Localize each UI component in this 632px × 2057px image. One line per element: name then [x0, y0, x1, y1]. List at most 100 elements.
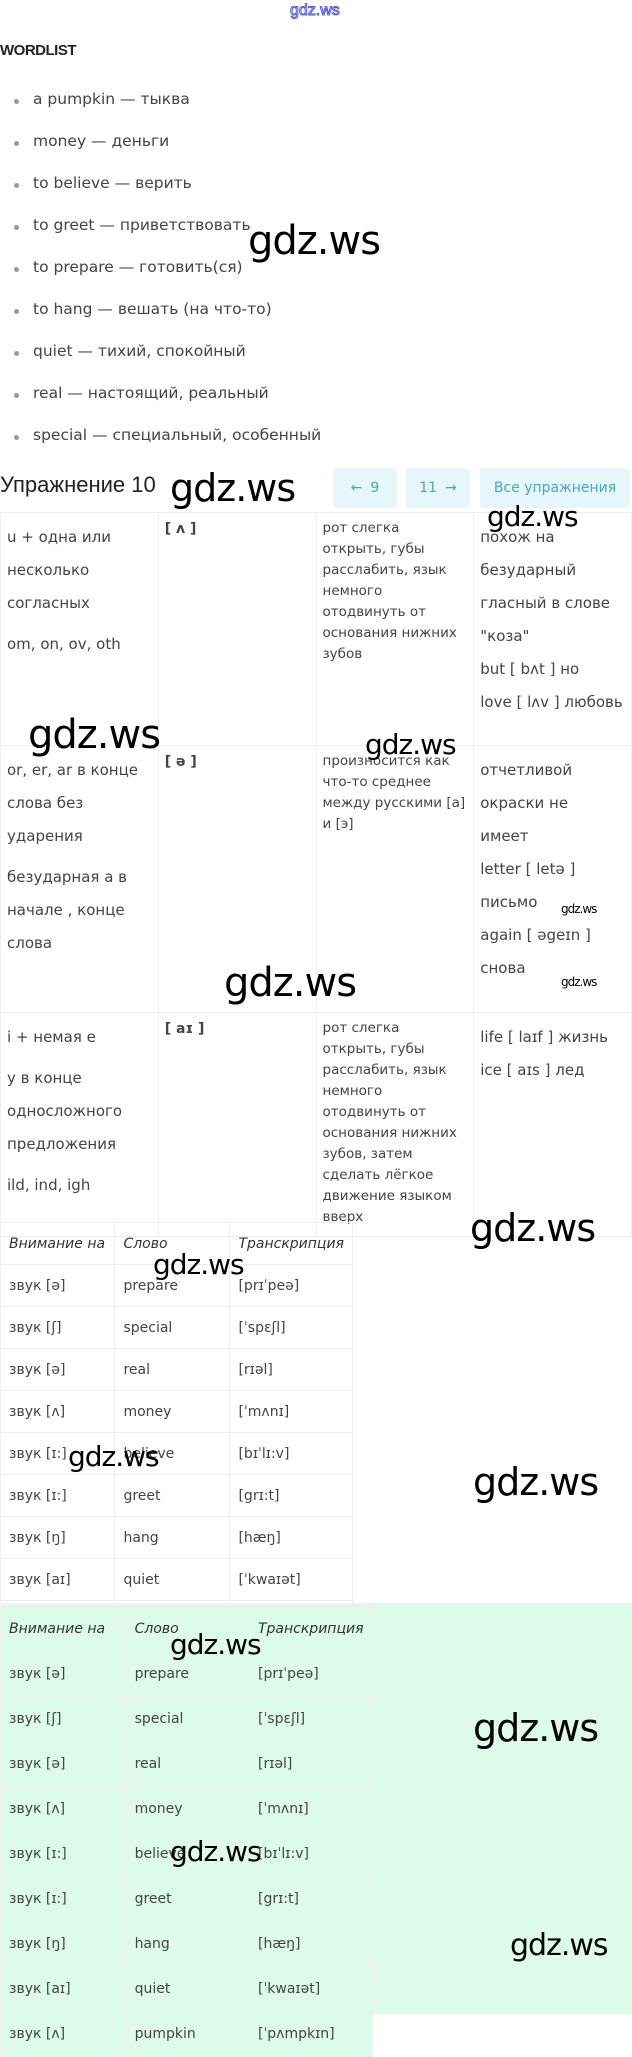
- table-cell: [ˈmʌnɪ]: [248, 1786, 374, 1832]
- sound-cell: [ aɪ ]: [157, 1012, 317, 1237]
- watermark: gdz.ws: [170, 466, 296, 510]
- wordlist-item: to believe — верить: [14, 174, 321, 216]
- watermark: gdz.ws: [170, 1628, 262, 1661]
- table-cell: special: [114, 1306, 231, 1349]
- wordlist-item: to greet — приветствовать: [14, 216, 321, 258]
- example-line: ice [ aɪs ] лед: [480, 1061, 585, 1079]
- table-cell: звук [ə]: [0, 1348, 116, 1391]
- arrow-right-icon: →: [445, 480, 457, 496]
- column-header: Транскрипция: [248, 1606, 374, 1652]
- table-cell: hang: [125, 1921, 250, 1967]
- example-line: окраски не: [480, 794, 569, 812]
- bullet-icon: [14, 267, 19, 272]
- table-cell: звук [ɪ:]: [0, 1876, 127, 1922]
- table-cell: prepare: [114, 1264, 231, 1307]
- table-row: звук [ə] real [rɪəl]: [0, 1348, 353, 1391]
- bullet-icon: [14, 351, 19, 356]
- table-cell: pumpkin: [125, 2011, 250, 2057]
- spelling-line: слова без: [7, 794, 84, 812]
- table-cell: звук [ɪ:]: [0, 1831, 127, 1877]
- table-cell: [ˈkwaɪət]: [248, 1966, 374, 2012]
- table-cell: prepare: [125, 1651, 250, 1697]
- table-cell: [ˈspɛʃl]: [248, 1696, 374, 1742]
- table-row: звук [ʃ] special [ˈspɛʃl]: [0, 1696, 374, 1742]
- example-line: again [ əgeɪn ]: [480, 926, 591, 944]
- table-row: звук [ʃ] special [ˈspɛʃl]: [0, 1306, 353, 1349]
- table-cell: greet: [114, 1474, 231, 1517]
- wordlist-item-text: to hang — вешать (на что-то): [33, 300, 272, 318]
- examples-cell: отчетливой окраски не имеет letter [ letə ]…: [473, 745, 632, 1013]
- site-watermark: gdz.ws: [290, 2, 341, 20]
- spelling-line: слова: [7, 934, 53, 952]
- table-row: звук [ɪ:] greet [grɪ:t]: [0, 1474, 353, 1517]
- table-cell: звук [ɪ:]: [0, 1432, 116, 1475]
- wordlist-item: to hang — вешать (на что-то): [14, 300, 321, 342]
- words-table: Внимание на Слово Транскрипция звук [ə] prep…: [0, 1222, 353, 1643]
- table-cell: [bɪˈlɪ:v]: [229, 1432, 353, 1475]
- table-header-row: Внимание на Слово Транскрипция: [0, 1606, 374, 1652]
- watermark: gdz.ws: [153, 1248, 245, 1281]
- example-line: безударный: [480, 561, 577, 579]
- table-cell: real: [125, 1741, 250, 1787]
- table-cell: звук [ʌ]: [0, 2011, 127, 2057]
- table-cell: special: [125, 1696, 250, 1742]
- table-cell: real: [114, 1348, 231, 1391]
- spelling-line: предложения: [7, 1135, 117, 1153]
- table-row: звук [ŋ] hang [hæŋ]: [0, 1516, 353, 1559]
- bullet-icon: [14, 225, 19, 230]
- table-cell: [grɪ:t]: [248, 1876, 374, 1922]
- table-cell: [bɪˈlɪ:v]: [248, 1831, 374, 1877]
- table-row: звук [ŋ] hang [hæŋ]: [0, 1921, 374, 1967]
- watermark: gdz.ws: [561, 975, 597, 989]
- watermark: gdz.ws: [473, 1460, 599, 1504]
- spelling-line: om, on, ov, oth: [7, 635, 121, 653]
- example-line: имеет: [480, 827, 529, 845]
- table-cell: [ˈkwaɪət]: [229, 1558, 353, 1601]
- example-line: похож на: [480, 528, 555, 546]
- table-cell: звук [ŋ]: [0, 1516, 116, 1559]
- bullet-icon: [14, 393, 19, 398]
- wordlist-item: quiet — тихий, спокойный: [14, 342, 321, 384]
- table-row: звук [ʌ] money [ˈmʌnɪ]: [0, 1390, 353, 1433]
- spelling-line: or, er, ar в конце: [7, 761, 139, 779]
- table-cell: quiet: [114, 1558, 231, 1601]
- table-cell: [prɪˈpeə]: [248, 1651, 374, 1697]
- table-cell: звук [ə]: [0, 1741, 127, 1787]
- table-cell: hang: [114, 1516, 231, 1559]
- bullet-icon: [14, 435, 19, 440]
- examples-cell: life [ laɪf ] жизнь ice [ aɪs ] лед: [473, 1012, 632, 1237]
- wordlist-item-text: to prepare — готовить(ся): [33, 258, 243, 276]
- watermark: gdz.ws: [473, 1706, 599, 1750]
- table-cell: звук [ʃ]: [0, 1306, 116, 1349]
- next-label: 11: [419, 480, 438, 496]
- wordlist-item: to prepare — готовить(ся): [14, 258, 321, 300]
- spelling-cell: or, er, ar в конце слова без ударения безуд…: [0, 745, 159, 1013]
- next-exercise-button[interactable]: 11 →: [406, 468, 470, 508]
- prev-label: 9: [370, 480, 380, 496]
- bullet-icon: [14, 99, 19, 104]
- wordlist: a pumpkin — тыква money — деньги to believ…: [14, 90, 321, 468]
- watermark: gdz.ws: [248, 218, 381, 264]
- table-cell: [hæŋ]: [248, 1921, 374, 1967]
- table-cell: [prɪˈpeə]: [229, 1264, 353, 1307]
- table-cell: believe: [114, 1432, 231, 1475]
- wordlist-item-text: quiet — тихий, спокойный: [33, 342, 246, 360]
- wordlist-item: a pumpkin — тыква: [14, 90, 321, 132]
- column-header: Внимание на: [0, 1606, 127, 1652]
- spelling-line: y в конце: [7, 1069, 82, 1087]
- table-cell: believe: [125, 1831, 250, 1877]
- watermark: gdz.ws: [510, 1928, 609, 1963]
- table-cell: greet: [125, 1876, 250, 1922]
- table-header-row: Внимание на Слово Транскрипция: [0, 1222, 353, 1265]
- column-header: Внимание на: [0, 1222, 116, 1265]
- all-exercises-button[interactable]: Все упражнения: [480, 468, 630, 508]
- spelling-line: односложного: [7, 1102, 123, 1120]
- exercise-title: Упражнение 10: [0, 472, 156, 497]
- articulation-cell: рот слегка открыть, губы расслабить, язы…: [315, 512, 475, 746]
- watermark: gdz.ws: [28, 712, 161, 758]
- column-header: Транскрипция: [229, 1222, 353, 1265]
- table-cell: звук [aɪ]: [0, 1966, 127, 2012]
- prev-exercise-button[interactable]: ← 9: [333, 468, 397, 508]
- sound-cell: [ ʌ ]: [157, 512, 317, 746]
- wordlist-item-text: real — настоящий, реальный: [33, 384, 269, 402]
